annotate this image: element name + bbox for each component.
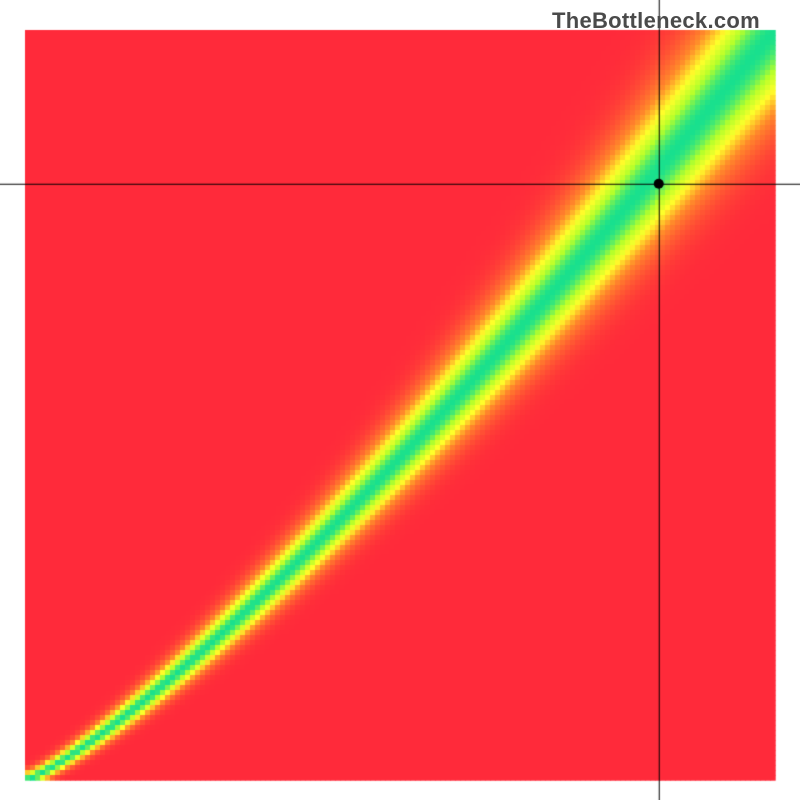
watermark-text: TheBottleneck.com (552, 8, 760, 34)
bottleneck-heatmap-chart: TheBottleneck.com (0, 0, 800, 800)
heatmap-canvas (0, 0, 800, 800)
